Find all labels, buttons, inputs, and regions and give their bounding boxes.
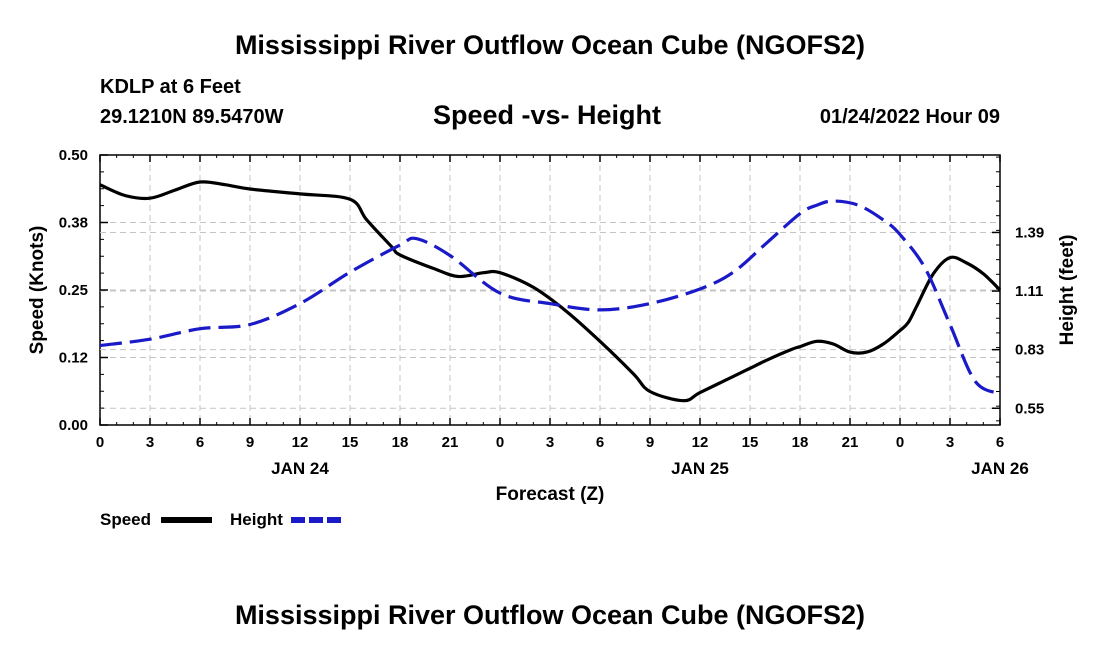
axes: 0 3 6 9 12 15 18 21 0 3 6 9 12 15 18 21 0 3 6 JAN 24 JAN 25 J… — [59, 147, 1044, 478]
x-tick-label: 21 — [442, 434, 459, 451]
x-tick-label: 9 — [646, 434, 654, 451]
x-tick-label: 9 — [246, 434, 254, 451]
x-tick-label: 18 — [392, 434, 409, 451]
x-tick-label: 3 — [546, 434, 554, 451]
right-tick-label: 1.39 — [1015, 224, 1044, 241]
x-tick-label: 18 — [792, 434, 809, 451]
bottom-title: Mississippi River Outflow Ocean Cube (NG… — [234, 600, 866, 630]
right-tick-label: 0.83 — [1015, 342, 1044, 359]
date-label: JAN 26 — [971, 459, 1029, 478]
x-tick-label: 6 — [996, 434, 1004, 451]
right-tick-label: 0.55 — [1015, 400, 1044, 417]
left-axis-label: Speed (Knots) — [27, 226, 48, 355]
right-tick-label: 1.11 — [1015, 283, 1043, 300]
station-name: KDLP at 6 Feet — [100, 76, 241, 98]
x-tick-label: 3 — [946, 434, 954, 451]
x-tick-label: 12 — [692, 434, 709, 451]
date-label: JAN 25 — [671, 459, 729, 478]
forecast-datetime: 01/24/2022 Hour 09 — [819, 106, 1000, 128]
x-tick-label: 15 — [742, 434, 759, 451]
x-tick-label: 0 — [96, 434, 104, 451]
x-axis-label: Forecast (Z) — [496, 484, 605, 505]
legend-speed-label: Speed — [100, 510, 151, 529]
x-tick-label: 21 — [842, 434, 859, 451]
speed-series-line — [99, 180, 1002, 403]
date-label: JAN 24 — [271, 459, 329, 478]
legend: Speed Height — [100, 510, 342, 529]
x-tick-label: 6 — [596, 434, 604, 451]
left-tick-label: 0.38 — [59, 215, 88, 232]
grid — [100, 155, 1000, 425]
left-tick-label: 0.12 — [59, 350, 88, 367]
x-tick-label: 3 — [146, 434, 154, 451]
x-tick-label: 0 — [496, 434, 504, 451]
legend-height-label: Height — [230, 510, 283, 529]
x-tick-label: 6 — [196, 434, 204, 451]
left-tick-label: 0.25 — [59, 282, 88, 299]
x-tick-label: 12 — [292, 434, 309, 451]
x-tick-label: 0 — [896, 434, 904, 451]
left-tick-label: 0.00 — [59, 417, 88, 434]
height-series-line — [99, 199, 1001, 396]
right-axis-label: Height (feet) — [1057, 235, 1078, 346]
page-title: Mississippi River Outflow Ocean Cube (NG… — [234, 30, 866, 60]
chart-subtitle: Speed -vs- Height — [433, 100, 662, 130]
x-tick-label: 15 — [342, 434, 359, 451]
station-coordinates: 29.1210N 89.5470W — [100, 106, 284, 128]
series — [99, 180, 1002, 403]
left-tick-label: 0.50 — [59, 147, 88, 164]
